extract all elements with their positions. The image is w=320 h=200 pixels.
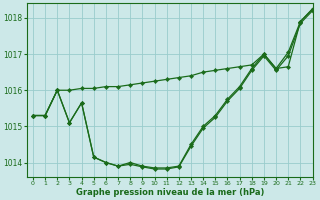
X-axis label: Graphe pression niveau de la mer (hPa): Graphe pression niveau de la mer (hPa) xyxy=(76,188,264,197)
